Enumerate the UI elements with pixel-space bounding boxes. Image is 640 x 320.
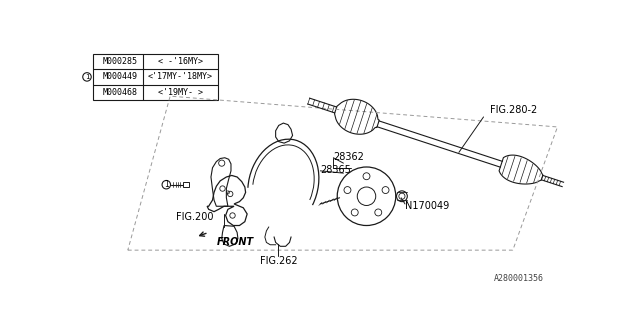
Text: 1: 1 bbox=[85, 74, 89, 80]
Text: <'17MY-'18MY>: <'17MY-'18MY> bbox=[148, 72, 213, 81]
Text: FIG.262: FIG.262 bbox=[260, 256, 298, 266]
Text: M000468: M000468 bbox=[102, 88, 137, 97]
Text: FRONT: FRONT bbox=[216, 237, 253, 247]
Text: 1: 1 bbox=[164, 180, 169, 189]
Text: 28365: 28365 bbox=[320, 165, 351, 175]
Bar bbox=[183, 182, 189, 188]
Text: FIG.280-2: FIG.280-2 bbox=[490, 105, 537, 115]
Text: M000285: M000285 bbox=[102, 57, 137, 66]
Text: A280001356: A280001356 bbox=[493, 274, 543, 283]
Bar bbox=[93, 54, 218, 100]
Text: < -'16MY>: < -'16MY> bbox=[158, 57, 203, 66]
Text: FIG.200: FIG.200 bbox=[176, 212, 214, 222]
Text: N170049: N170049 bbox=[405, 201, 449, 211]
Text: <'19MY- >: <'19MY- > bbox=[158, 88, 203, 97]
Text: M000449: M000449 bbox=[102, 72, 137, 81]
Text: 28362: 28362 bbox=[333, 152, 364, 162]
